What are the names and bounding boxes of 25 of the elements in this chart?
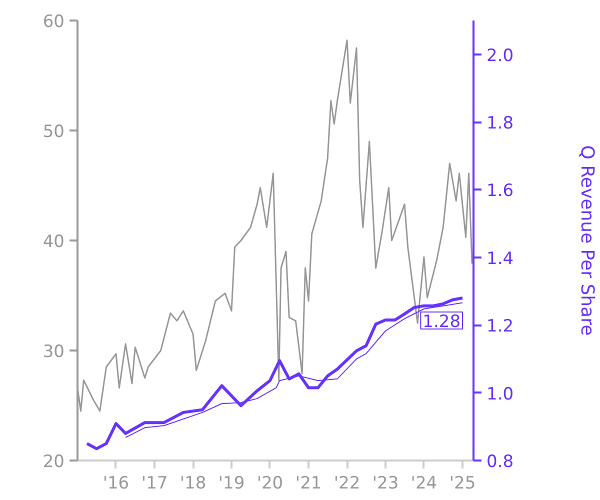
x-tick-label: '16 (102, 474, 130, 494)
x-tick-label: '19 (218, 474, 245, 494)
y-tick-label: 20 (42, 452, 65, 472)
y2-tick-label: 1.2 (486, 316, 514, 337)
x-tick-label: '21 (295, 474, 322, 494)
y-tick-label: 30 (42, 342, 65, 362)
x-tick-label: '24 (410, 474, 438, 494)
x-tick-label: '23 (372, 474, 399, 494)
x-tick-label: '20 (256, 474, 284, 494)
x-tick-label: '18 (180, 474, 206, 494)
y-tick-label: 50 (42, 122, 65, 142)
y2-tick-label: 2.0 (486, 46, 514, 66)
y2-tick-label: 0.8 (486, 452, 514, 472)
y-tick-label: 60 (42, 12, 65, 32)
y-tick-label: 40 (42, 232, 65, 252)
y2-tick-label: 1.4 (486, 248, 514, 269)
x-tick-label: '22 (334, 474, 360, 494)
x-tick-label: '17 (141, 474, 168, 494)
y2-tick-label: 1.0 (486, 384, 514, 404)
x-tick-label: '25 (449, 474, 476, 494)
y2-tick-label: 1.6 (486, 181, 514, 202)
y2-tick-label: 1.8 (486, 114, 514, 134)
data-label: 1.28 (422, 312, 461, 332)
y2-axis-title: Q Revenue Per Share (576, 145, 598, 336)
line-series (85, 296, 464, 450)
